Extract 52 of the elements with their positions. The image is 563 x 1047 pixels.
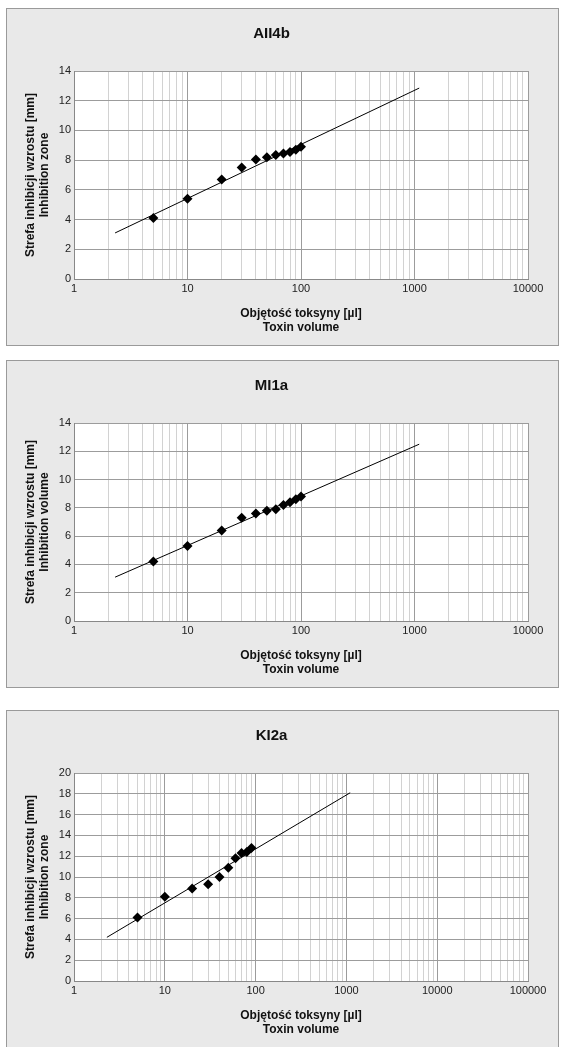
x-tick-label: 10 bbox=[181, 281, 194, 294]
x-tick-label: 1 bbox=[70, 623, 78, 636]
y-tick-label: 14 bbox=[58, 416, 72, 429]
y-tick-label: 14 bbox=[58, 828, 72, 841]
x-tick-label: 100 bbox=[291, 281, 311, 294]
y-tick-label: 0 bbox=[64, 272, 72, 285]
y-tick-label: 6 bbox=[64, 911, 72, 924]
y-tick-label: 0 bbox=[64, 614, 72, 627]
y-axis-title: Strefa inhibicji wzrostu [mm] Inhibition volume bbox=[22, 439, 51, 605]
chart-title: AII4b bbox=[253, 24, 290, 42]
y-axis-title: Strefa inhibicji wzrostu [mm] Inhibition zone bbox=[22, 92, 51, 258]
y-tick-label: 4 bbox=[64, 932, 72, 945]
y-tick-label: 12 bbox=[58, 444, 72, 457]
x-tick-label: 10000 bbox=[512, 281, 544, 294]
y-tick-label: 4 bbox=[64, 557, 72, 570]
y-tick-label: 8 bbox=[64, 500, 72, 513]
x-tick-label: 1 bbox=[70, 281, 78, 294]
y-tick-label: 16 bbox=[58, 807, 72, 820]
y-tick-label: 8 bbox=[64, 890, 72, 903]
x-tick-label: 100 bbox=[291, 623, 311, 636]
y-tick-label: 2 bbox=[64, 585, 72, 598]
y-tick-label: 12 bbox=[58, 849, 72, 862]
x-tick-label: 1 bbox=[70, 983, 78, 996]
x-tick-label: 10000 bbox=[512, 623, 544, 636]
y-tick-label: 20 bbox=[58, 766, 72, 779]
x-tick-label: 100000 bbox=[509, 983, 547, 996]
y-tick-label: 12 bbox=[58, 93, 72, 106]
x-tick-label: 10 bbox=[158, 983, 171, 996]
x-tick-label: 1000 bbox=[402, 281, 427, 294]
x-axis-title: Objętość toksyny [µl] Toxin volume bbox=[240, 647, 362, 677]
y-tick-label: 0 bbox=[64, 974, 72, 987]
y-tick-label: 8 bbox=[64, 153, 72, 166]
x-axis-title: Objętość toksyny [µl] Toxin volume bbox=[240, 1007, 362, 1037]
y-axis-title: Strefa inhibicji wzrostu [mm] Inhibition zone bbox=[22, 794, 51, 960]
y-tick-label: 14 bbox=[58, 64, 72, 77]
x-tick-label: 1000 bbox=[334, 983, 359, 996]
y-tick-label: 18 bbox=[58, 786, 72, 799]
y-tick-label: 10 bbox=[58, 123, 72, 136]
y-tick-label: 2 bbox=[64, 242, 72, 255]
y-tick-label: 4 bbox=[64, 212, 72, 225]
x-tick-label: 10000 bbox=[421, 983, 453, 996]
y-tick-label: 10 bbox=[58, 870, 72, 883]
chart-title: MI1a bbox=[254, 376, 289, 394]
chart-title: KI2a bbox=[255, 726, 288, 744]
y-tick-label: 6 bbox=[64, 529, 72, 542]
y-tick-label: 6 bbox=[64, 182, 72, 195]
x-tick-label: 100 bbox=[246, 983, 265, 996]
x-axis-title: Objętość toksyny [µl] Toxin volume bbox=[240, 305, 362, 335]
x-tick-label: 1000 bbox=[402, 623, 427, 636]
x-tick-label: 10 bbox=[181, 623, 194, 636]
y-tick-label: 2 bbox=[64, 953, 72, 966]
y-tick-label: 10 bbox=[58, 472, 72, 485]
